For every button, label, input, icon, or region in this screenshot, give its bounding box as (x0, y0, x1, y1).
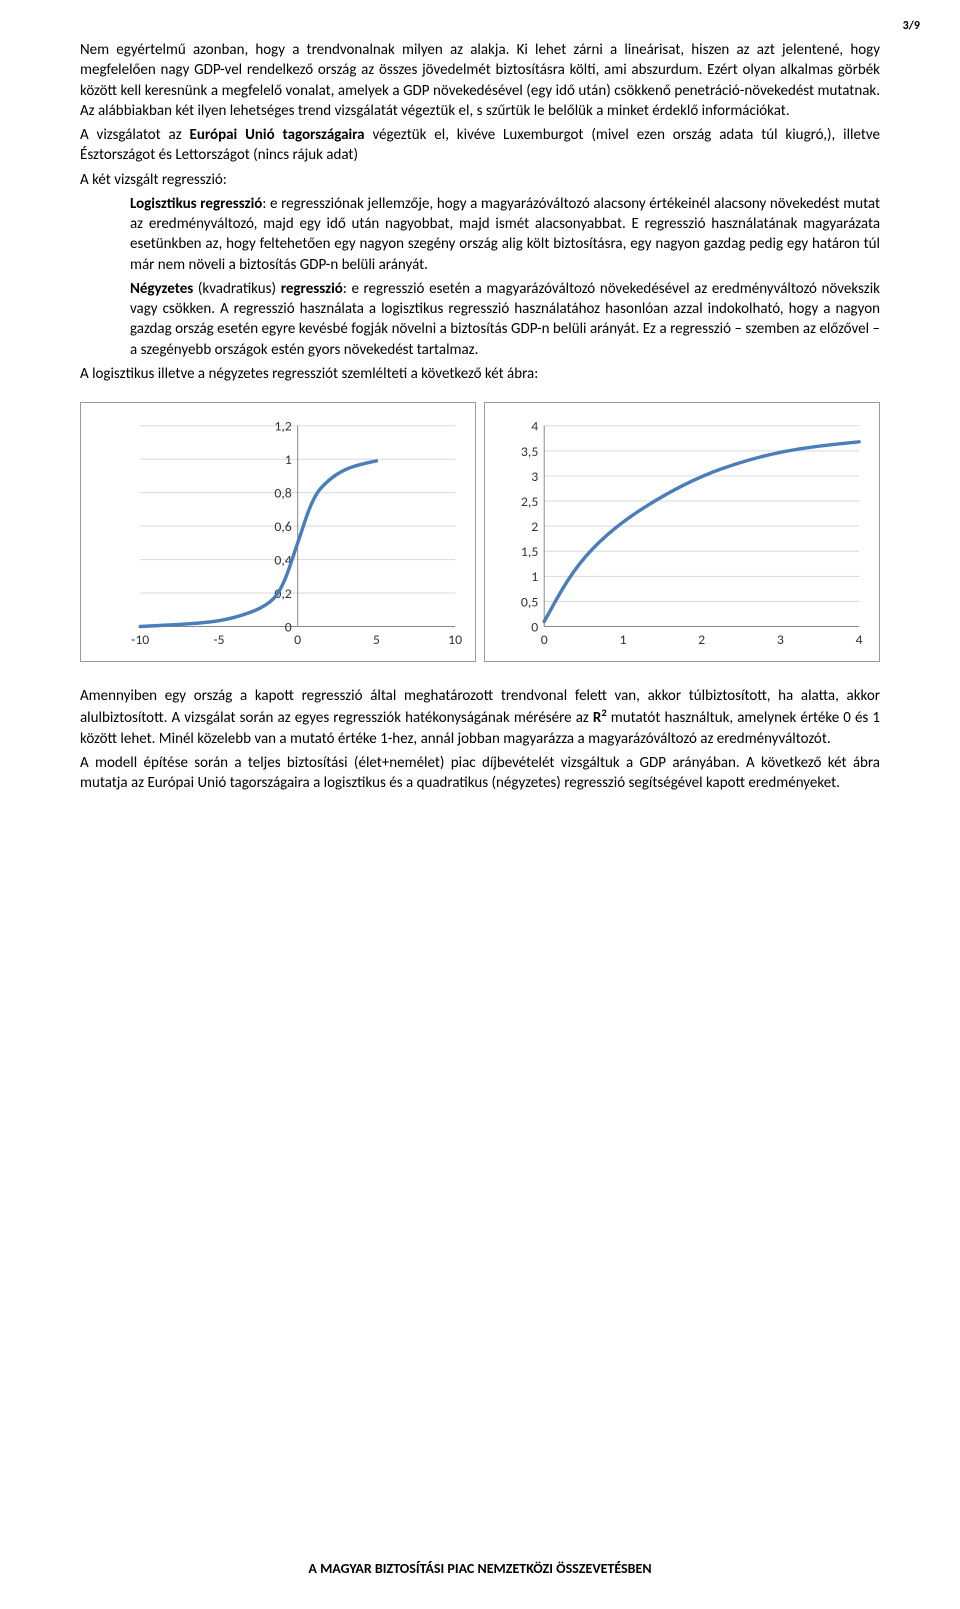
svg-text:3: 3 (531, 468, 538, 485)
paragraph-r2: Amennyiben egy ország a kapott regresszi… (80, 686, 880, 749)
quadratic-chart: 0 0,5 1 1,5 2 2,5 3 3,5 4 0 1 2 3 4 (484, 402, 880, 662)
quadratic-chart-svg: 0 0,5 1 1,5 2 2,5 3 3,5 4 0 1 2 3 4 (495, 413, 869, 655)
logistic-label: Logisztikus regresszió (130, 195, 262, 213)
quadratic-label-2: regresszió (281, 280, 343, 298)
svg-text:-5: -5 (213, 631, 224, 648)
page-number: 3/9 (903, 18, 920, 34)
logistic-chart-svg: 00,20,40,60,811,2-10-50510 (91, 413, 465, 655)
svg-text:0,6: 0,6 (274, 518, 291, 535)
footer-caps: MAGYAR BIZTOSÍTÁSI PIAC NEMZETKÖZI ÖSSZE… (320, 1560, 652, 1577)
charts-row: 00,20,40,60,811,2-10-50510 00,511,522,53… (80, 402, 880, 662)
svg-text:-10: -10 (131, 631, 149, 648)
svg-text:2,5: 2,5 (521, 493, 538, 510)
paragraph-intro: Nem egyértelmű azonban, hogy a trendvona… (80, 40, 880, 121)
svg-text:0: 0 (531, 618, 538, 635)
svg-text:1,5: 1,5 (521, 543, 538, 560)
svg-text:1,2: 1,2 (274, 418, 291, 435)
svg-text:1: 1 (619, 631, 626, 648)
svg-text:3,5: 3,5 (521, 443, 538, 460)
logistic-chart: 00,20,40,60,811,2-10-50510 (80, 402, 476, 662)
svg-text:4: 4 (856, 631, 863, 648)
footer-title: A MAGYAR BIZTOSÍTÁSI PIAC NEMZETKÖZI ÖSS… (0, 1560, 960, 1579)
svg-text:0: 0 (285, 618, 292, 635)
svg-text:1: 1 (531, 568, 538, 585)
svg-text:0,8: 0,8 (274, 485, 291, 502)
svg-text:0: 0 (294, 631, 301, 648)
svg-text:4: 4 (531, 418, 538, 435)
svg-text:10: 10 (448, 631, 462, 648)
svg-text:3: 3 (777, 631, 784, 648)
paragraph-model: A modell építése során a teljes biztosít… (80, 753, 880, 794)
paragraph-charts-lead: A logisztikus illetve a négyzetes regres… (80, 364, 880, 384)
svg-text:0,5: 0,5 (521, 593, 538, 610)
paragraph-scope: A vizsgálatot az Európai Unió tagországa… (80, 125, 880, 166)
quadratic-regression-block: Négyzetes (kvadratikus) regresszió: e re… (130, 279, 880, 360)
svg-text:2: 2 (531, 518, 538, 535)
logistic-regression-block: Logisztikus regresszió: e regressziónak … (130, 194, 880, 275)
quadratic-mid: (kvadratikus) (193, 280, 280, 298)
svg-text:0: 0 (541, 631, 548, 648)
footer-prefix: A (308, 1560, 320, 1577)
svg-text:5: 5 (373, 631, 380, 648)
svg-text:2: 2 (698, 631, 705, 648)
svg-text:1: 1 (285, 451, 292, 468)
quadratic-label-1: Négyzetes (130, 280, 193, 298)
paragraph-regressions-lead: A két vizsgált regresszió: (80, 170, 880, 190)
